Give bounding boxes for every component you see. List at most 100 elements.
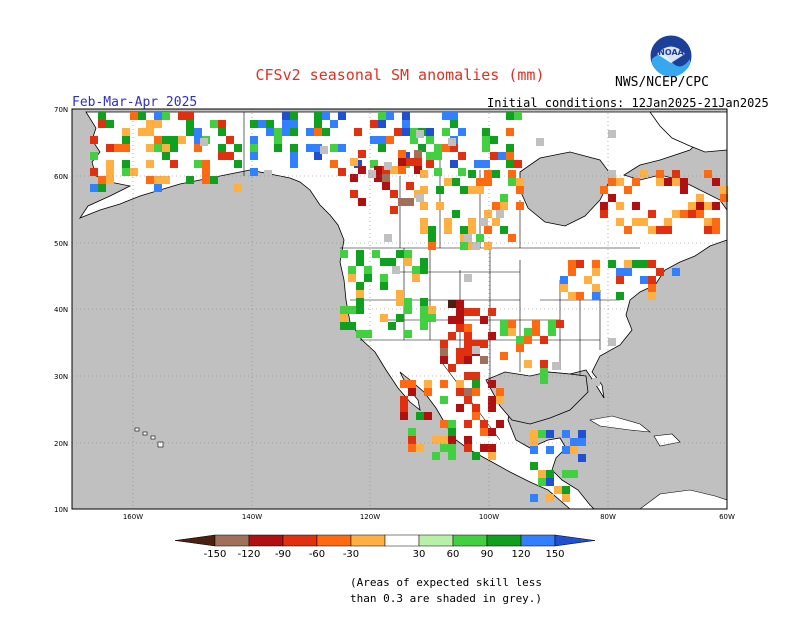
anomaly-cell xyxy=(306,144,314,152)
anomaly-cell xyxy=(472,380,480,388)
anomaly-cell xyxy=(420,322,428,330)
low-skill-cell xyxy=(128,218,136,226)
colorbar-label: 120 xyxy=(511,549,530,560)
anomaly-cell xyxy=(640,260,648,268)
anomaly-cell xyxy=(592,284,600,292)
anomaly-cell xyxy=(250,136,258,144)
anomaly-cell xyxy=(400,404,408,412)
anomaly-cell xyxy=(186,176,194,184)
anomaly-cell xyxy=(290,144,298,152)
anomaly-cell xyxy=(680,210,688,218)
low-skill-cell xyxy=(296,242,304,250)
anomaly-cell xyxy=(468,218,476,226)
anomaly-cell xyxy=(404,306,412,314)
anomaly-cell xyxy=(492,202,500,210)
anomaly-cell xyxy=(348,322,356,330)
lon-label: 60W xyxy=(719,513,735,521)
anomaly-cell xyxy=(412,266,420,274)
anomaly-cell xyxy=(540,376,548,384)
anomaly-cell xyxy=(406,158,414,166)
anomaly-cell xyxy=(428,306,436,314)
anomaly-cell xyxy=(178,136,186,144)
anomaly-cell xyxy=(448,428,456,436)
anomaly-cell xyxy=(508,170,516,178)
anomaly-cell xyxy=(624,226,632,234)
anomaly-cell xyxy=(146,144,154,152)
anomaly-cell xyxy=(424,388,432,396)
anomaly-cell xyxy=(568,292,576,300)
anomaly-cell xyxy=(396,250,404,258)
anomaly-cell xyxy=(488,404,496,412)
anomaly-cell xyxy=(656,268,664,276)
anomaly-cell xyxy=(524,360,532,368)
anomaly-cell xyxy=(398,150,406,158)
low-skill-cell xyxy=(256,258,264,266)
anomaly-cell xyxy=(428,226,436,234)
anomaly-cell xyxy=(194,128,202,136)
anomaly-cell xyxy=(476,186,484,194)
anomaly-cell xyxy=(194,136,202,144)
low-skill-cell xyxy=(320,146,328,154)
anomaly-cell xyxy=(624,268,632,276)
anomaly-cell xyxy=(450,144,458,152)
anomaly-cell xyxy=(282,128,290,136)
anomaly-cell xyxy=(390,166,398,174)
anomaly-cell xyxy=(508,234,516,242)
anomaly-cell xyxy=(508,328,516,336)
anomaly-cell xyxy=(406,182,414,190)
anomaly-cell xyxy=(290,112,298,120)
anomaly-cell xyxy=(404,330,412,338)
anomaly-cell xyxy=(482,160,490,168)
anomaly-cell xyxy=(426,160,434,168)
anomaly-cell xyxy=(474,160,482,168)
anomaly-cell xyxy=(456,404,464,412)
low-skill-cell xyxy=(176,402,184,410)
gridlines xyxy=(72,109,727,509)
anomaly-cell xyxy=(476,234,484,242)
anomaly-cell xyxy=(538,470,546,478)
anomaly-cell xyxy=(162,112,170,120)
anomaly-cell xyxy=(456,300,464,308)
anomaly-cell xyxy=(704,202,712,210)
anomaly-cell xyxy=(306,128,314,136)
anomaly-cell xyxy=(496,396,504,404)
anomaly-cell xyxy=(420,170,428,178)
anomaly-cell xyxy=(98,120,106,128)
anomaly-cell xyxy=(388,322,396,330)
anomaly-cell xyxy=(704,226,712,234)
anomaly-cell xyxy=(266,128,274,136)
anomaly-cell xyxy=(464,340,472,348)
anomaly-cell xyxy=(448,300,456,308)
anomaly-cell xyxy=(314,144,322,152)
colorbar-label: -150 xyxy=(204,549,227,560)
anomaly-cell xyxy=(424,412,432,420)
low-skill-cell xyxy=(552,362,560,370)
colorbar-swatch xyxy=(214,534,250,547)
anomaly-cell xyxy=(632,178,640,186)
anomaly-cell xyxy=(496,420,504,428)
anomaly-cell xyxy=(472,452,480,460)
anomaly-cell xyxy=(570,446,578,454)
anomaly-cell xyxy=(472,340,480,348)
lon-label: 80W xyxy=(600,513,616,521)
anomaly-cell xyxy=(448,452,456,460)
anomaly-cell xyxy=(378,112,386,120)
anomaly-cell xyxy=(448,444,456,452)
anomaly-cell xyxy=(154,176,162,184)
anomaly-cell xyxy=(202,160,210,168)
anomaly-cell xyxy=(122,160,130,168)
anomaly-cell xyxy=(98,184,106,192)
anomaly-cell xyxy=(514,160,522,168)
anomaly-cell xyxy=(356,290,364,298)
anomaly-cell xyxy=(388,258,396,266)
anomaly-cell xyxy=(146,120,154,128)
anomaly-cell xyxy=(640,170,648,178)
colorbar-swatch xyxy=(384,534,420,547)
anomaly-cell xyxy=(592,260,600,268)
anomaly-cell xyxy=(464,388,472,396)
colorbar-swatch xyxy=(520,534,556,547)
anomaly-cell xyxy=(648,276,656,284)
anomaly-cell xyxy=(348,306,356,314)
anomaly-cell xyxy=(448,316,456,324)
